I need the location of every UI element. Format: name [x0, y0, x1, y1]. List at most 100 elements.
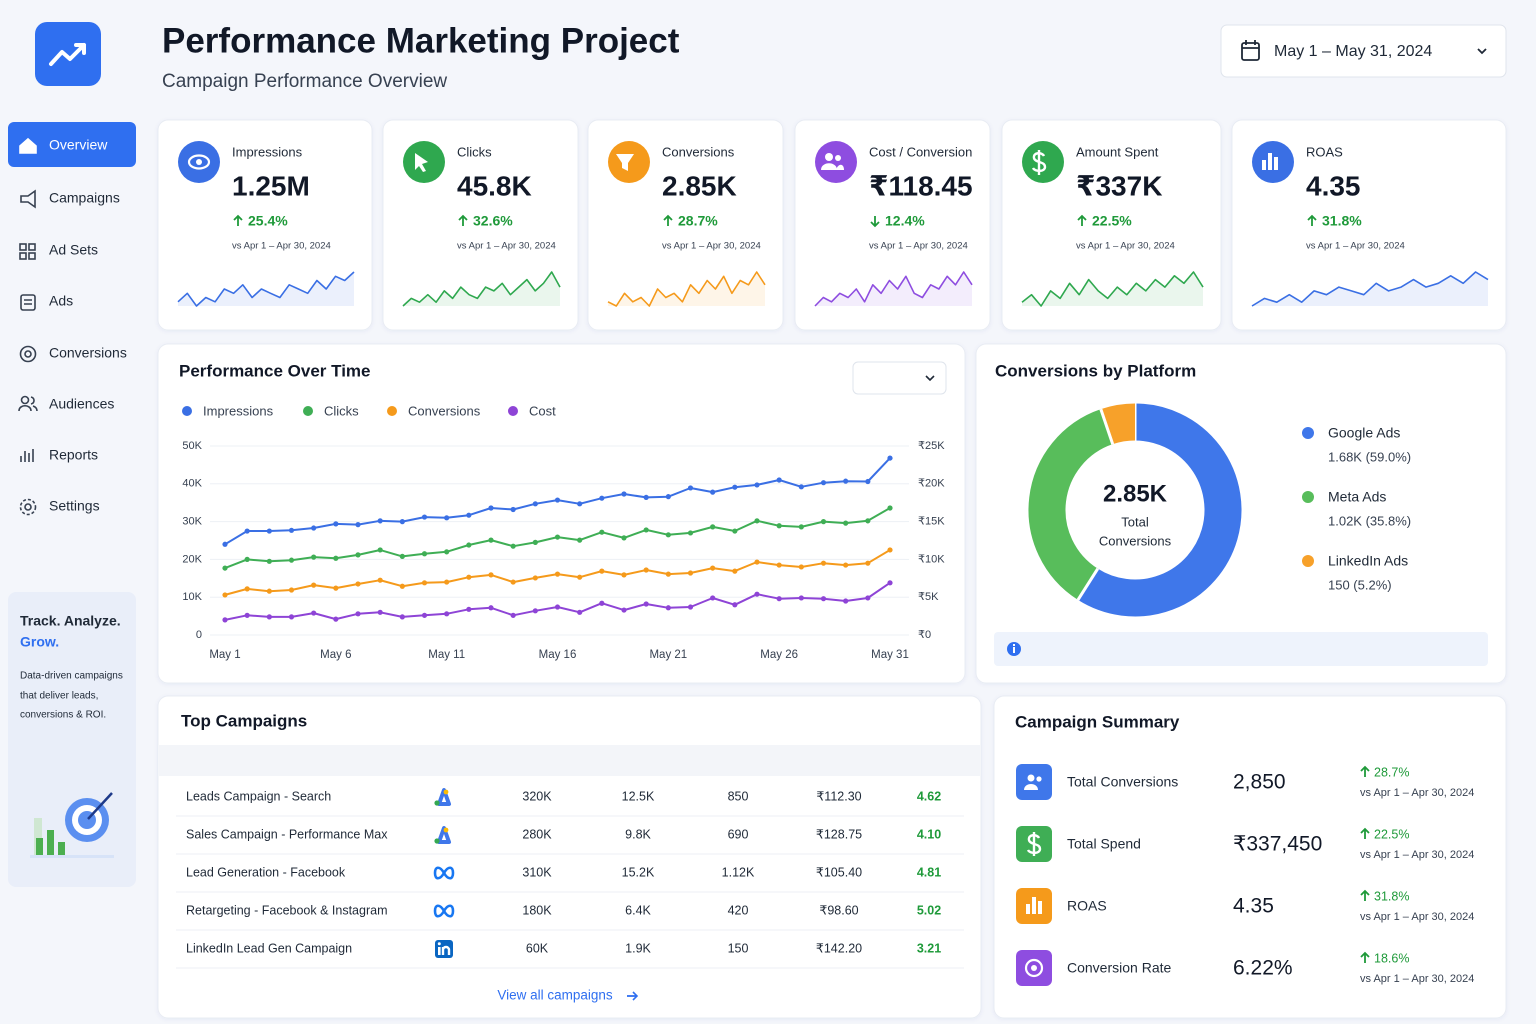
segment-gap: [1076, 567, 1100, 601]
kpi-change: 32.6%: [473, 213, 513, 229]
trend-arrow: [1307, 214, 1317, 226]
y-tick-label: 40K: [182, 478, 202, 490]
data-point: [266, 588, 272, 594]
data-point: [554, 497, 561, 503]
chart-title: Conversions by Platform: [995, 361, 1196, 380]
kpi-label: Impressions: [232, 144, 303, 159]
summary-change: 28.7%: [1374, 765, 1409, 779]
summary-value: ₹337,450: [1233, 833, 1322, 856]
data-point: [577, 574, 583, 580]
summary-compare: vs Apr 1 – Apr 30, 2024: [1360, 787, 1474, 799]
data-point: [621, 572, 627, 578]
table-cell: 60K: [526, 941, 549, 955]
nav-item[interactable]: Ad Sets: [49, 242, 98, 258]
data-point: [665, 605, 671, 611]
nav-item[interactable]: Campaigns: [49, 190, 120, 206]
data-point: [444, 549, 450, 555]
summary-change: 18.6%: [1374, 951, 1409, 965]
nav-item[interactable]: Settings: [49, 498, 100, 514]
table-cell: 320K: [522, 789, 552, 803]
data-point: [687, 604, 694, 610]
people-icon: [825, 153, 833, 161]
data-point: [732, 528, 738, 534]
summary-compare: vs Apr 1 – Apr 30, 2024: [1360, 849, 1474, 861]
kpi-compare: vs Apr 1 – Apr 30, 2024: [662, 241, 761, 252]
summary-icon: [1038, 901, 1042, 914]
nav-item[interactable]: Conversions: [49, 345, 127, 361]
calendar-icon: [1241, 40, 1260, 61]
data-point: [776, 477, 782, 483]
info-icon: [1013, 647, 1015, 653]
data-point: [843, 562, 849, 568]
table-cell: ₹112.30: [816, 789, 861, 803]
nav-item[interactable]: Audiences: [49, 396, 114, 412]
data-point: [311, 525, 317, 531]
data-point: [399, 614, 405, 620]
meta-icon: [433, 904, 455, 918]
logo[interactable]: [35, 22, 101, 86]
icon-settings: [24, 503, 32, 511]
table-cell: Retargeting - Facebook & Instagram: [186, 903, 388, 917]
summary-icon: [1027, 774, 1035, 782]
table-cell: 3.21: [917, 941, 941, 955]
chevron: [1477, 48, 1487, 55]
icon-campaigns: [20, 189, 36, 209]
legend-label: Meta Ads: [1328, 489, 1386, 505]
summary-label: ROAS: [1067, 898, 1107, 914]
data-point: [266, 558, 272, 564]
data-point: [311, 554, 317, 560]
legend-swatch: [303, 406, 313, 416]
data-point: [820, 596, 827, 602]
table-cell: 6.4K: [625, 903, 651, 917]
kpi-compare: vs Apr 1 – Apr 30, 2024: [1076, 241, 1175, 252]
kpi-change: 25.4%: [248, 213, 288, 229]
data-point: [466, 512, 472, 518]
table-cell: 280K: [522, 827, 552, 841]
y2-tick-label: ₹0: [918, 629, 931, 641]
cards: [157, 119, 1507, 1019]
data-point: [510, 506, 516, 513]
icon-audiences: [18, 404, 32, 412]
trend-arrow: [233, 214, 243, 226]
legend-swatch: [1302, 427, 1314, 439]
summary-icon: [1024, 784, 1038, 790]
view-all-link[interactable]: View all campaigns: [497, 988, 613, 1003]
logo-icon: [74, 43, 86, 55]
nav-item[interactable]: Overview: [49, 137, 108, 153]
nav-item[interactable]: Ads: [49, 293, 73, 309]
data-point: [288, 557, 295, 563]
meta-icon: [433, 866, 455, 880]
data-point: [732, 568, 738, 574]
date-picker[interactable]: [1220, 24, 1507, 78]
icon-adsets: [28, 243, 36, 251]
nav-item[interactable]: Reports: [49, 447, 98, 463]
interval-dropdown[interactable]: [852, 361, 947, 395]
table-cell: 4.62: [917, 789, 941, 803]
funnel-icon: [616, 154, 634, 171]
legend-swatch: [508, 406, 518, 416]
data-point: [577, 609, 583, 615]
promo-text: Data-driven campaigns: [20, 671, 123, 682]
x-tick-label: May 16: [539, 649, 577, 661]
data-point: [488, 605, 494, 611]
linkedin-icon: [438, 947, 441, 955]
google-ads-icon: [434, 800, 440, 806]
dollar-icon: [1031, 150, 1047, 175]
legend-value: 1.68K (59.0%): [1328, 449, 1411, 464]
table-cell: 420: [728, 903, 749, 917]
table-cell: Leads Campaign - Search: [186, 789, 331, 803]
legend-swatch: [182, 406, 192, 416]
kpi-glyphs: [187, 150, 1278, 175]
kpi-value: ₹118.45: [869, 170, 973, 201]
legend-swatch: [387, 406, 397, 416]
google-ads-icon: [437, 788, 451, 806]
promo-text: conversions & ROI.: [20, 710, 106, 721]
illustration-bar: [34, 818, 42, 856]
table-cell: 1.12K: [722, 865, 755, 879]
kpi-change: 22.5%: [1092, 213, 1132, 229]
trend-arrow: [1077, 214, 1087, 226]
data-point: [865, 518, 871, 524]
google-ads-icon: [443, 789, 449, 795]
icon-adsets: [19, 252, 27, 260]
y2-tick-label: ₹25K: [918, 440, 945, 452]
